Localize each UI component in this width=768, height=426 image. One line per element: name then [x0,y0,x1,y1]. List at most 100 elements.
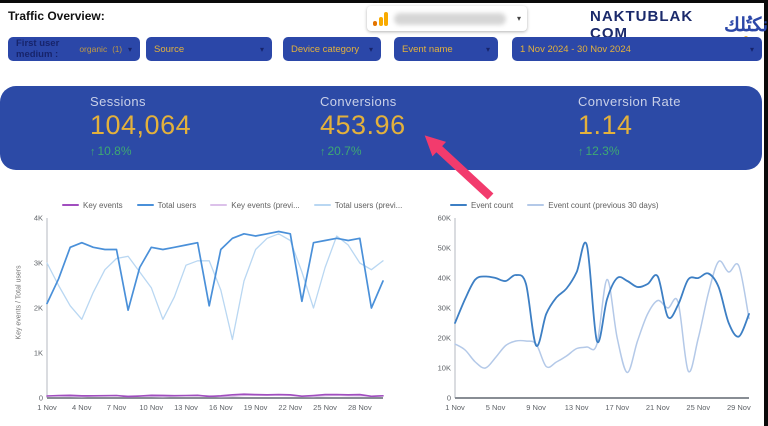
chevron-down-icon[interactable]: ▾ [259,44,264,54]
filter-event-name[interactable]: Event name ▾ [394,37,498,61]
chevron-down-icon[interactable]: ▾ [485,44,490,54]
x-tick-label: 1 Nov [445,403,465,412]
legend-item[interactable]: Event count [450,201,513,210]
x-tick-label: 19 Nov [244,403,268,412]
screen-frame-top [0,0,768,3]
metric-delta: ↑ 20.7% [320,144,362,158]
chevron-down-icon[interactable]: ▾ [127,44,132,54]
chart-key-events-total-users: Key events Total users Key events (previ..… [6,197,403,413]
scorecard-conversion-rate: Conversion Rate 1.14 ↑ 12.3% [578,94,681,158]
x-tick-label: 25 Nov [313,403,337,412]
legend-item[interactable]: Total users [136,200,197,210]
filter-label: Device category [291,43,360,55]
filter-label: First user medium : [16,38,60,60]
y-tick-label: 0 [39,394,43,403]
chevron-down-icon[interactable]: ▾ [749,44,754,54]
x-tick-label: 13 Nov [565,403,589,412]
series-line [46,393,384,398]
x-tick-label: 5 Nov [486,403,506,412]
y-tick-label: 50K [438,244,451,253]
screen-frame-right [764,0,768,426]
series-line [454,260,750,374]
filter-device-category[interactable]: Device category ▾ [283,37,381,61]
y-tick-label: 3K [34,259,43,268]
metric-delta: ↑ 10.8% [90,144,132,158]
scorecard-conversions: Conversions 453.96 ↑ 20.7% [320,94,406,158]
metric-label: Conversions [320,94,397,109]
x-tick-label: 28 Nov [348,403,372,412]
chart-legend: Key events Total users Key events (previ..… [62,197,402,213]
scorecard-band: Sessions 104,064 ↑ 10.8% Conversions 453.… [0,86,762,170]
series-line [46,233,384,341]
metric-value: 1.14 [578,110,633,140]
line-chart-canvas[interactable]: 0 10K 20K 30K 40K 50K 60K 1 Nov 5 Nov 9 Nov 13 Nov… [428,213,758,413]
legend-item[interactable]: Key events [62,201,123,210]
metric-label: Conversion Rate [578,94,681,109]
x-tick-label: 17 Nov [605,403,629,412]
chart-legend: Event count Event count (previous 30 days… [450,197,762,213]
x-tick-label: 10 Nov [139,403,163,412]
x-tick-label: 21 Nov [646,403,670,412]
metric-value: 104,064 [90,110,192,140]
metric-value: 453.96 [320,110,406,140]
x-tick-label: 13 Nov [174,403,198,412]
y-tick-label: 40K [438,274,451,283]
legend-swatch-icon [136,203,154,207]
chevron-down-icon[interactable]: ▾ [516,14,521,23]
legend-label: Total users [157,200,197,210]
series-line [454,241,750,347]
google-analytics-icon [373,11,388,26]
chart-event-count: Event count Event count (previous 30 days… [428,197,762,413]
date-range-label: 1 Nov 2024 - 30 Nov 2024 [520,43,631,55]
y-axis-title: Key events / Total users [15,265,23,340]
page-title: Traffic Overview: [8,9,105,23]
up-arrow-icon: ↑ [578,146,584,158]
legend-item[interactable]: Key events (previ... [210,200,300,210]
annotation-arrow-icon [424,135,494,200]
filter-count: (1) [112,44,122,54]
date-range-picker[interactable]: 1 Nov 2024 - 30 Nov 2024 ▾ [512,37,762,61]
property-name-redacted [394,12,506,25]
x-tick-label: 29 Nov [727,403,751,412]
series-line [46,230,384,312]
legend-swatch-icon [450,203,467,207]
x-tick-label: 1 Nov [37,403,57,412]
up-arrow-icon: ↑ [90,146,96,158]
legend-label: Key events [83,200,123,210]
legend-label: Event count [471,200,514,210]
scorecard-sessions: Sessions 104,064 ↑ 10.8% [90,94,191,158]
up-arrow-icon: ↑ [320,146,326,158]
filter-value: organic [79,44,108,54]
y-tick-label: 10K [438,364,451,373]
legend-swatch-icon [210,203,228,207]
metric-label: Sessions [90,94,146,109]
legend-label: Event count (previous 30 days) [548,200,659,210]
filter-first-user-medium[interactable]: First user medium : organic (1) ▾ [8,37,140,61]
legend-label: Key events (previ... [231,200,300,210]
x-tick-label: 22 Nov [278,403,302,412]
legend-swatch-icon [527,203,545,207]
filter-source[interactable]: Source ▾ [146,37,272,61]
x-tick-label: 7 Nov [107,403,127,412]
legend-item[interactable]: Event count (previous 30 days) [527,200,659,210]
y-tick-label: 60K [438,214,451,223]
legend-item[interactable]: Total users (previ... [313,200,403,210]
chevron-down-icon[interactable]: ▾ [368,44,373,54]
x-tick-label: 9 Nov [526,403,546,412]
metric-delta: ↑ 12.3% [578,144,620,158]
x-tick-label: 4 Nov [72,403,92,412]
y-tick-label: 4K [34,214,43,223]
y-tick-label: 0 [447,394,451,403]
line-chart-canvas[interactable]: 0 1K 2K 3K 4K 1 Nov 4 Nov 7 Nov 10 Nov 13 Nov 16 N… [20,213,392,413]
brand-arabic-logo: نكتُلك [724,16,768,40]
y-tick-label: 2K [34,304,43,313]
filter-label: Source [154,43,185,55]
y-tick-label: 30K [438,304,451,313]
legend-label: Total users (previ... [334,200,403,210]
x-tick-label: 16 Nov [209,403,233,412]
y-tick-label: 1K [34,349,43,358]
legend-swatch-icon [62,203,79,207]
ga-property-selector[interactable]: ▾ [367,6,527,31]
y-tick-label: 20K [438,334,451,343]
